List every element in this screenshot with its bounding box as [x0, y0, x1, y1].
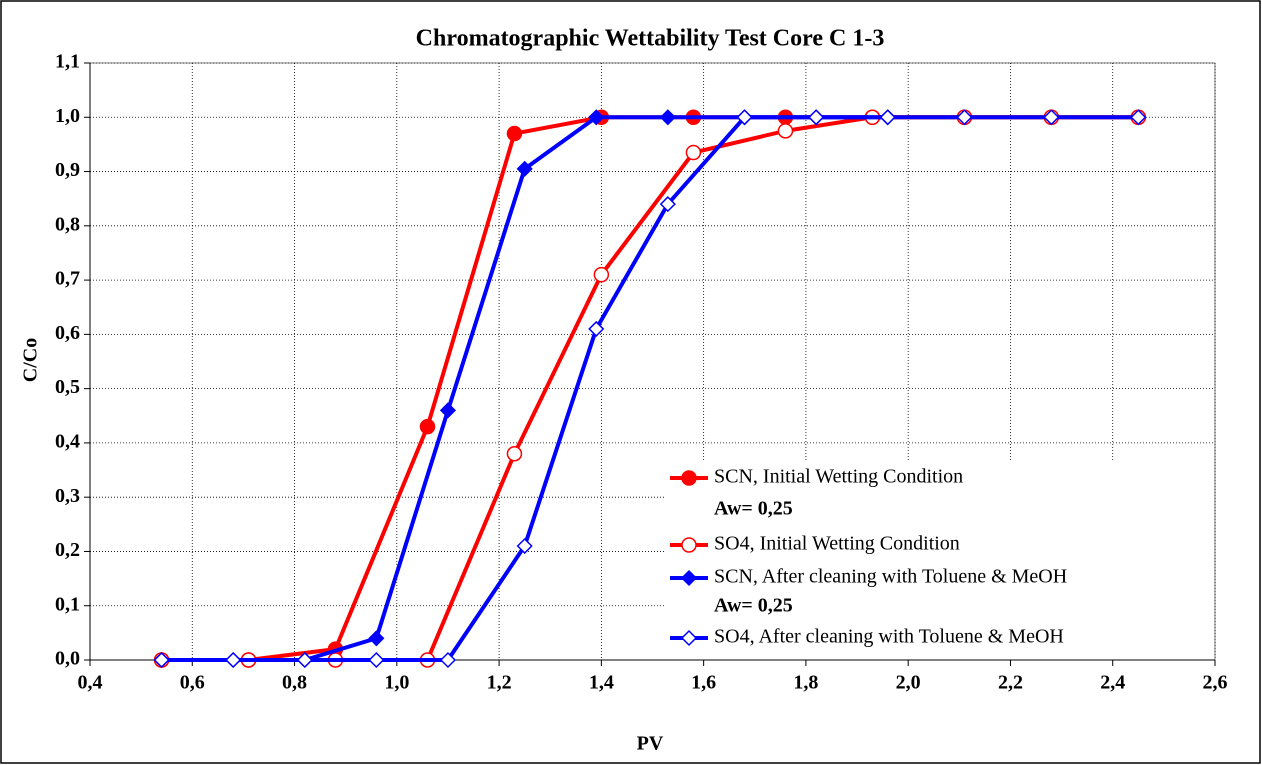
x-tick-label: 2,2 — [998, 672, 1023, 694]
marker — [516, 537, 533, 555]
legend-marker — [680, 569, 698, 587]
marker — [153, 651, 170, 669]
marker — [685, 144, 702, 161]
x-tick-label: 1,0 — [384, 672, 409, 694]
x-tick-label: 1,2 — [487, 672, 512, 694]
x-tick-label: 0,6 — [180, 672, 205, 694]
legend-label: SO4, Initial Wetting Condition — [714, 533, 960, 555]
y-tick-label: 0,1 — [55, 593, 80, 615]
marker — [516, 160, 533, 177]
marker — [1043, 109, 1060, 126]
y-tick-label: 0,4 — [55, 431, 80, 453]
y-tick-label: 0,2 — [55, 539, 80, 561]
marker — [593, 266, 610, 283]
series-line — [161, 115, 1139, 662]
y-tick-label: 0,7 — [55, 268, 80, 290]
marker — [439, 651, 457, 669]
y-axis-label: C/Co — [20, 338, 42, 382]
y-tick-label: 1,1 — [55, 51, 80, 73]
marker — [368, 630, 385, 647]
marker — [659, 196, 676, 213]
chart-title: Chromatographic Wettability Test Core C … — [416, 26, 885, 52]
legend-marker — [680, 629, 698, 647]
y-tick-label: 1,0 — [55, 105, 80, 127]
marker — [736, 109, 753, 126]
legend-marker — [681, 537, 697, 553]
marker — [368, 651, 385, 669]
y-tick-label: 0,5 — [55, 376, 80, 398]
marker — [506, 125, 523, 142]
marker — [588, 320, 605, 337]
legend-box — [664, 462, 1213, 658]
y-tick-label: 0,9 — [55, 159, 80, 181]
x-tick-label: 0,8 — [282, 672, 307, 694]
y-tick-label: 0,8 — [55, 213, 80, 235]
marker — [879, 109, 896, 126]
x-tick-label: 2,4 — [1100, 672, 1125, 694]
y-tick-label: 0,6 — [55, 322, 80, 344]
y-tick-label: 0,3 — [55, 485, 80, 507]
x-tick-label: 1,6 — [691, 672, 716, 694]
marker — [419, 418, 436, 435]
marker — [588, 109, 605, 126]
x-tick-label: 0,4 — [78, 672, 103, 694]
marker — [1130, 109, 1147, 126]
marker — [296, 651, 313, 669]
legend-label: SCN, Initial Wetting Condition — [714, 466, 963, 488]
annotation: Aw= 0,25 — [714, 498, 793, 520]
x-axis-label: PV — [637, 733, 664, 755]
legend-marker — [681, 470, 697, 486]
marker — [777, 123, 794, 139]
annotation: Aw= 0,25 — [714, 595, 793, 617]
marker — [506, 446, 523, 462]
x-tick-label: 2,6 — [1203, 672, 1228, 694]
marker — [659, 109, 676, 126]
y-tick-label: 0,0 — [55, 648, 80, 670]
x-tick-label: 2,0 — [896, 672, 921, 694]
x-tick-label: 1,4 — [589, 672, 614, 694]
marker — [439, 402, 457, 419]
legend-label: SCN, After cleaning with Toluene & MeOH — [714, 566, 1067, 588]
legend-label: SO4, After cleaning with Toluene & MeOH — [714, 626, 1064, 648]
marker — [808, 109, 825, 126]
x-tick-label: 1,8 — [793, 672, 818, 694]
marker — [225, 651, 242, 669]
marker — [956, 109, 973, 126]
